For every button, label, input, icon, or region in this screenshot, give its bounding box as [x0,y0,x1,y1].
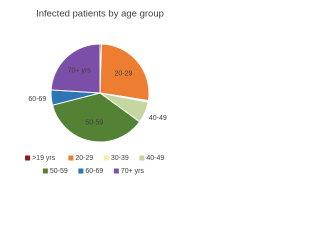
page: {"chart_data": {"type": "pie", "title": … [0,0,200,185]
chart-title: Infected patients by age group [36,9,164,20]
legend-label: 70+ yrs [121,168,145,175]
legend-swatch [78,168,84,174]
data-label: 70+ yrs [68,68,92,75]
legend-label: >19 yrs [32,155,56,162]
pie-slice [50,43,101,94]
data-label: 50-59 [85,120,103,127]
chart: Infected patients by age group 20-29 40-4… [0,0,200,185]
legend-swatch [68,155,74,161]
legend-swatch [25,155,31,161]
legend-label: 50-59 [50,168,68,175]
legend-swatch [42,168,48,174]
legend-swatch [139,155,145,161]
pie-slice [51,92,141,143]
legend-swatch [113,168,119,174]
data-label: 60-69 [28,96,46,103]
legend-label: 20-29 [75,155,93,162]
legend-swatch [103,155,109,161]
data-label: 40-49 [149,115,167,122]
data-label: 20-29 [114,70,132,77]
legend-label: 30-39 [111,155,129,162]
legend-label: 40-49 [146,155,164,162]
pie-slice [99,43,150,102]
legend-label: 60-69 [85,168,103,175]
